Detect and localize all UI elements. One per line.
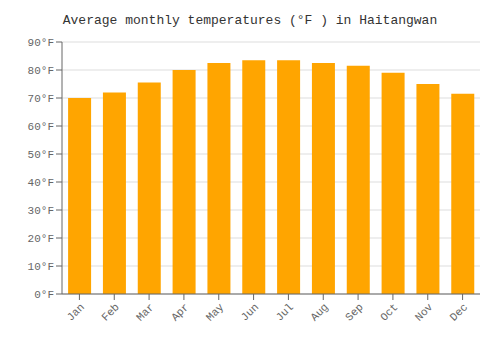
svg-text:30°F: 30°F — [28, 205, 54, 217]
svg-text:Jun: Jun — [239, 301, 261, 323]
svg-text:50°F: 50°F — [28, 149, 54, 161]
svg-text:20°F: 20°F — [28, 233, 54, 245]
svg-text:Jul: Jul — [274, 301, 296, 323]
svg-text:Nov: Nov — [413, 301, 436, 324]
svg-text:60°F: 60°F — [28, 121, 54, 133]
svg-text:Jan: Jan — [65, 301, 87, 323]
svg-text:40°F: 40°F — [28, 177, 54, 189]
svg-text:Apr: Apr — [169, 301, 191, 323]
svg-text:Oct: Oct — [378, 301, 400, 323]
svg-text:Sep: Sep — [343, 301, 365, 323]
svg-text:May: May — [204, 301, 227, 324]
html-text:Average monthly temperatures (: Average monthly temperatures (°F ) in Ha… — [62, 13, 438, 28]
svg-text:Mar: Mar — [134, 301, 156, 323]
svg-text:10°F: 10°F — [28, 261, 54, 273]
svg-text:90°F: 90°F — [28, 37, 54, 49]
svg-text:Feb: Feb — [99, 301, 121, 323]
svg-text:Aug: Aug — [308, 301, 330, 323]
svg-text:Dec: Dec — [448, 301, 470, 323]
svg-text:70°F: 70°F — [28, 93, 54, 105]
svg-text:80°F: 80°F — [28, 65, 54, 77]
svg-text:0°F: 0°F — [34, 289, 54, 301]
